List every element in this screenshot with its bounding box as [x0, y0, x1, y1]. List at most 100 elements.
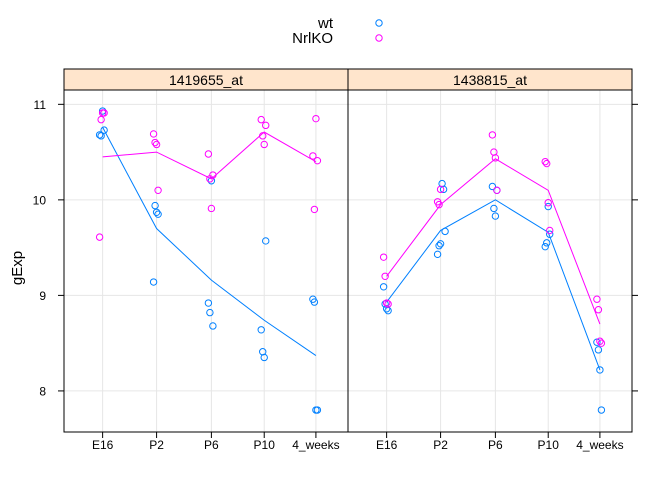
data-point-nrlko [257, 115, 265, 124]
data-point-nrlko [491, 154, 500, 162]
panels: 1419655_at E16 P2 P6 P10 4_weeks 8 9 10 11 1438815… [33, 68, 638, 452]
data-point-nrlko [313, 156, 322, 165]
data-point-nrlko [154, 186, 162, 195]
data-point-wt [100, 126, 108, 134]
data-point-wt [310, 298, 319, 306]
data-point-wt [149, 278, 158, 286]
x-tick-label: P10 [254, 438, 276, 452]
y-axis-label: gExp [9, 251, 26, 285]
data-point-nrlko [593, 295, 601, 303]
mean-line-wt [386, 199, 601, 371]
data-point-wt [154, 210, 162, 218]
data-point-wt [597, 406, 606, 414]
data-point-nrlko [259, 132, 267, 140]
data-point-nrlko [382, 299, 391, 307]
legend-label-nrlko: NrlKO [292, 30, 333, 47]
panel-frame [347, 89, 633, 433]
x-tick-label: P6 [204, 438, 219, 452]
data-point-nrlko [488, 131, 497, 139]
legend-marker-nrlko [375, 34, 383, 42]
data-point-nrlko [204, 150, 213, 158]
y-tick-label: 8 [39, 384, 46, 398]
mean-line-nrlko [102, 131, 317, 180]
data-point-nrlko [381, 272, 389, 280]
mean-line-wt [102, 127, 317, 356]
y-tick-label: 9 [39, 289, 46, 303]
data-point-nrlko [544, 199, 552, 207]
data-point-nrlko [543, 159, 551, 168]
data-point-wt [152, 208, 161, 216]
data-point-nrlko [594, 306, 603, 314]
x-tick-label: E16 [92, 438, 114, 452]
x-tick-label: P10 [538, 438, 560, 452]
y-tick-label: 11 [34, 98, 47, 112]
x-tick-label: 4_weeks [576, 438, 623, 452]
x-tick-label: P2 [433, 438, 448, 452]
panel-title: 1438815_at [453, 72, 527, 88]
data-point-nrlko [596, 337, 604, 345]
data-point-wt [544, 202, 552, 211]
data-point-wt [436, 240, 445, 248]
data-point-nrlko [541, 157, 549, 166]
data-point-wt [209, 322, 217, 330]
data-point-nrlko [309, 152, 317, 160]
legend-label-wt: wt [317, 15, 334, 32]
data-point-wt [257, 326, 265, 334]
data-point-wt [541, 242, 549, 251]
data-point-nrlko [152, 140, 161, 149]
data-point-nrlko [209, 171, 217, 179]
data-point-wt [435, 242, 443, 250]
panel-title: 1419655_at [169, 72, 243, 88]
data-point-wt [433, 250, 442, 259]
data-point-wt [384, 306, 392, 315]
panel-2: 1438815_at E16 P2 P6 P10 4_weeks [347, 68, 638, 452]
data-point-wt [379, 283, 388, 291]
data-point-wt [381, 300, 389, 308]
data-point-wt [95, 131, 104, 139]
legend-marker-wt [375, 19, 383, 27]
data-point-nrlko [436, 185, 445, 194]
data-point-nrlko [310, 205, 319, 214]
data-point-nrlko [262, 121, 270, 130]
data-point-nrlko [260, 140, 268, 149]
data-point-nrlko [435, 200, 443, 209]
y-tick-label: 10 [33, 193, 47, 207]
data-point-wt [593, 338, 601, 346]
data-point-wt [491, 212, 500, 220]
data-point-wt [262, 237, 270, 245]
data-point-wt [382, 305, 391, 313]
x-tick-label: P2 [149, 438, 164, 452]
panel-frame [63, 89, 349, 433]
data-point-wt [313, 406, 322, 414]
x-tick-label: 4_weeks [292, 438, 339, 452]
data-point-nrlko [97, 115, 105, 124]
panel-1: 1419655_at E16 P2 P6 P10 4_weeks 8 9 10 11 [33, 68, 349, 452]
data-point-nrlko [149, 130, 158, 138]
data-point-nrlko [379, 253, 388, 261]
data-point-wt [488, 182, 497, 191]
data-point-nrlko [151, 138, 159, 147]
data-point-wt [490, 204, 498, 213]
data-point-nrlko [384, 300, 392, 308]
data-point-nrlko [100, 109, 108, 117]
data-point-wt [596, 366, 604, 374]
x-tick-label: E16 [376, 438, 398, 452]
data-point-nrlko [546, 226, 554, 235]
data-point-wt [260, 353, 268, 362]
data-point-wt [441, 227, 449, 236]
data-point-nrlko [493, 186, 501, 195]
data-point-wt [439, 185, 448, 194]
data-point-nrlko [95, 233, 104, 241]
x-tick-label: P6 [488, 438, 503, 452]
data-point-wt [97, 132, 105, 140]
data-point-wt [594, 346, 603, 354]
data-point-wt [98, 107, 107, 115]
data-point-wt [546, 230, 554, 238]
data-point-wt [204, 299, 213, 307]
data-point-wt [151, 201, 159, 210]
data-point-wt [543, 239, 551, 247]
mean-line-nrlko [386, 158, 601, 325]
data-point-wt [206, 308, 214, 317]
